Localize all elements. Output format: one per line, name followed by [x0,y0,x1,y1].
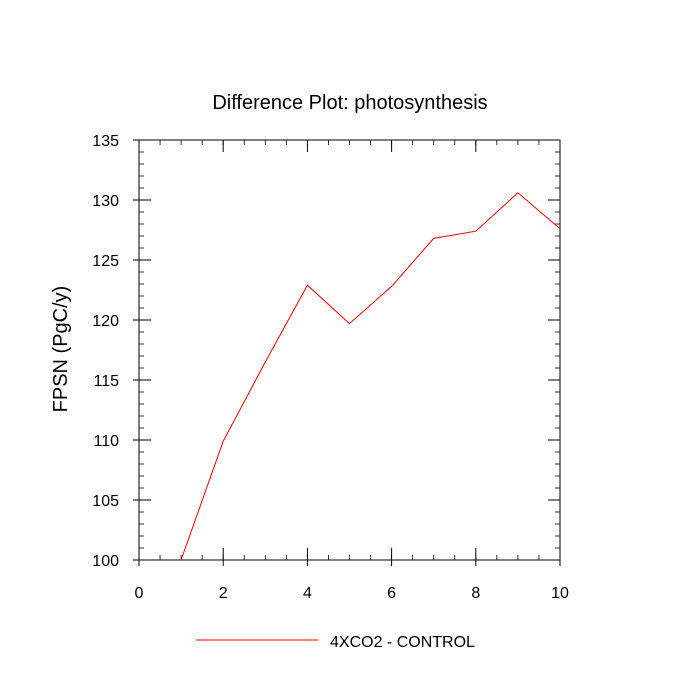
chart-title: Difference Plot: photosynthesis [212,92,487,114]
x-tick-label: 4 [303,585,312,602]
y-tick-label: 120 [92,313,119,330]
y-tick-label: 135 [92,133,119,150]
y-tick-label: 105 [92,493,119,510]
x-tick-label: 6 [387,585,396,602]
plot-area: 0 2 4 6 8 10 100 105 110 115 120 125 130 135 [92,133,569,602]
legend: 4XCO2 - CONTROL [196,634,475,651]
x-tick-label: 0 [135,585,144,602]
legend-label: 4XCO2 - CONTROL [330,634,475,651]
y-tick-label: 130 [92,193,119,210]
y-tick-label: 125 [92,253,119,270]
y-tick-label: 110 [93,433,119,450]
y-tick-label: 100 [92,553,119,570]
x-tick-label: 8 [471,585,480,602]
y-axis-label: FPSN (PgC/y) [50,286,72,413]
x-tick-label: 10 [551,585,569,602]
y-tick-label: 115 [93,373,119,390]
series-line-0 [180,192,561,561]
x-tick-label: 2 [219,585,228,602]
plot-frame [138,139,561,561]
